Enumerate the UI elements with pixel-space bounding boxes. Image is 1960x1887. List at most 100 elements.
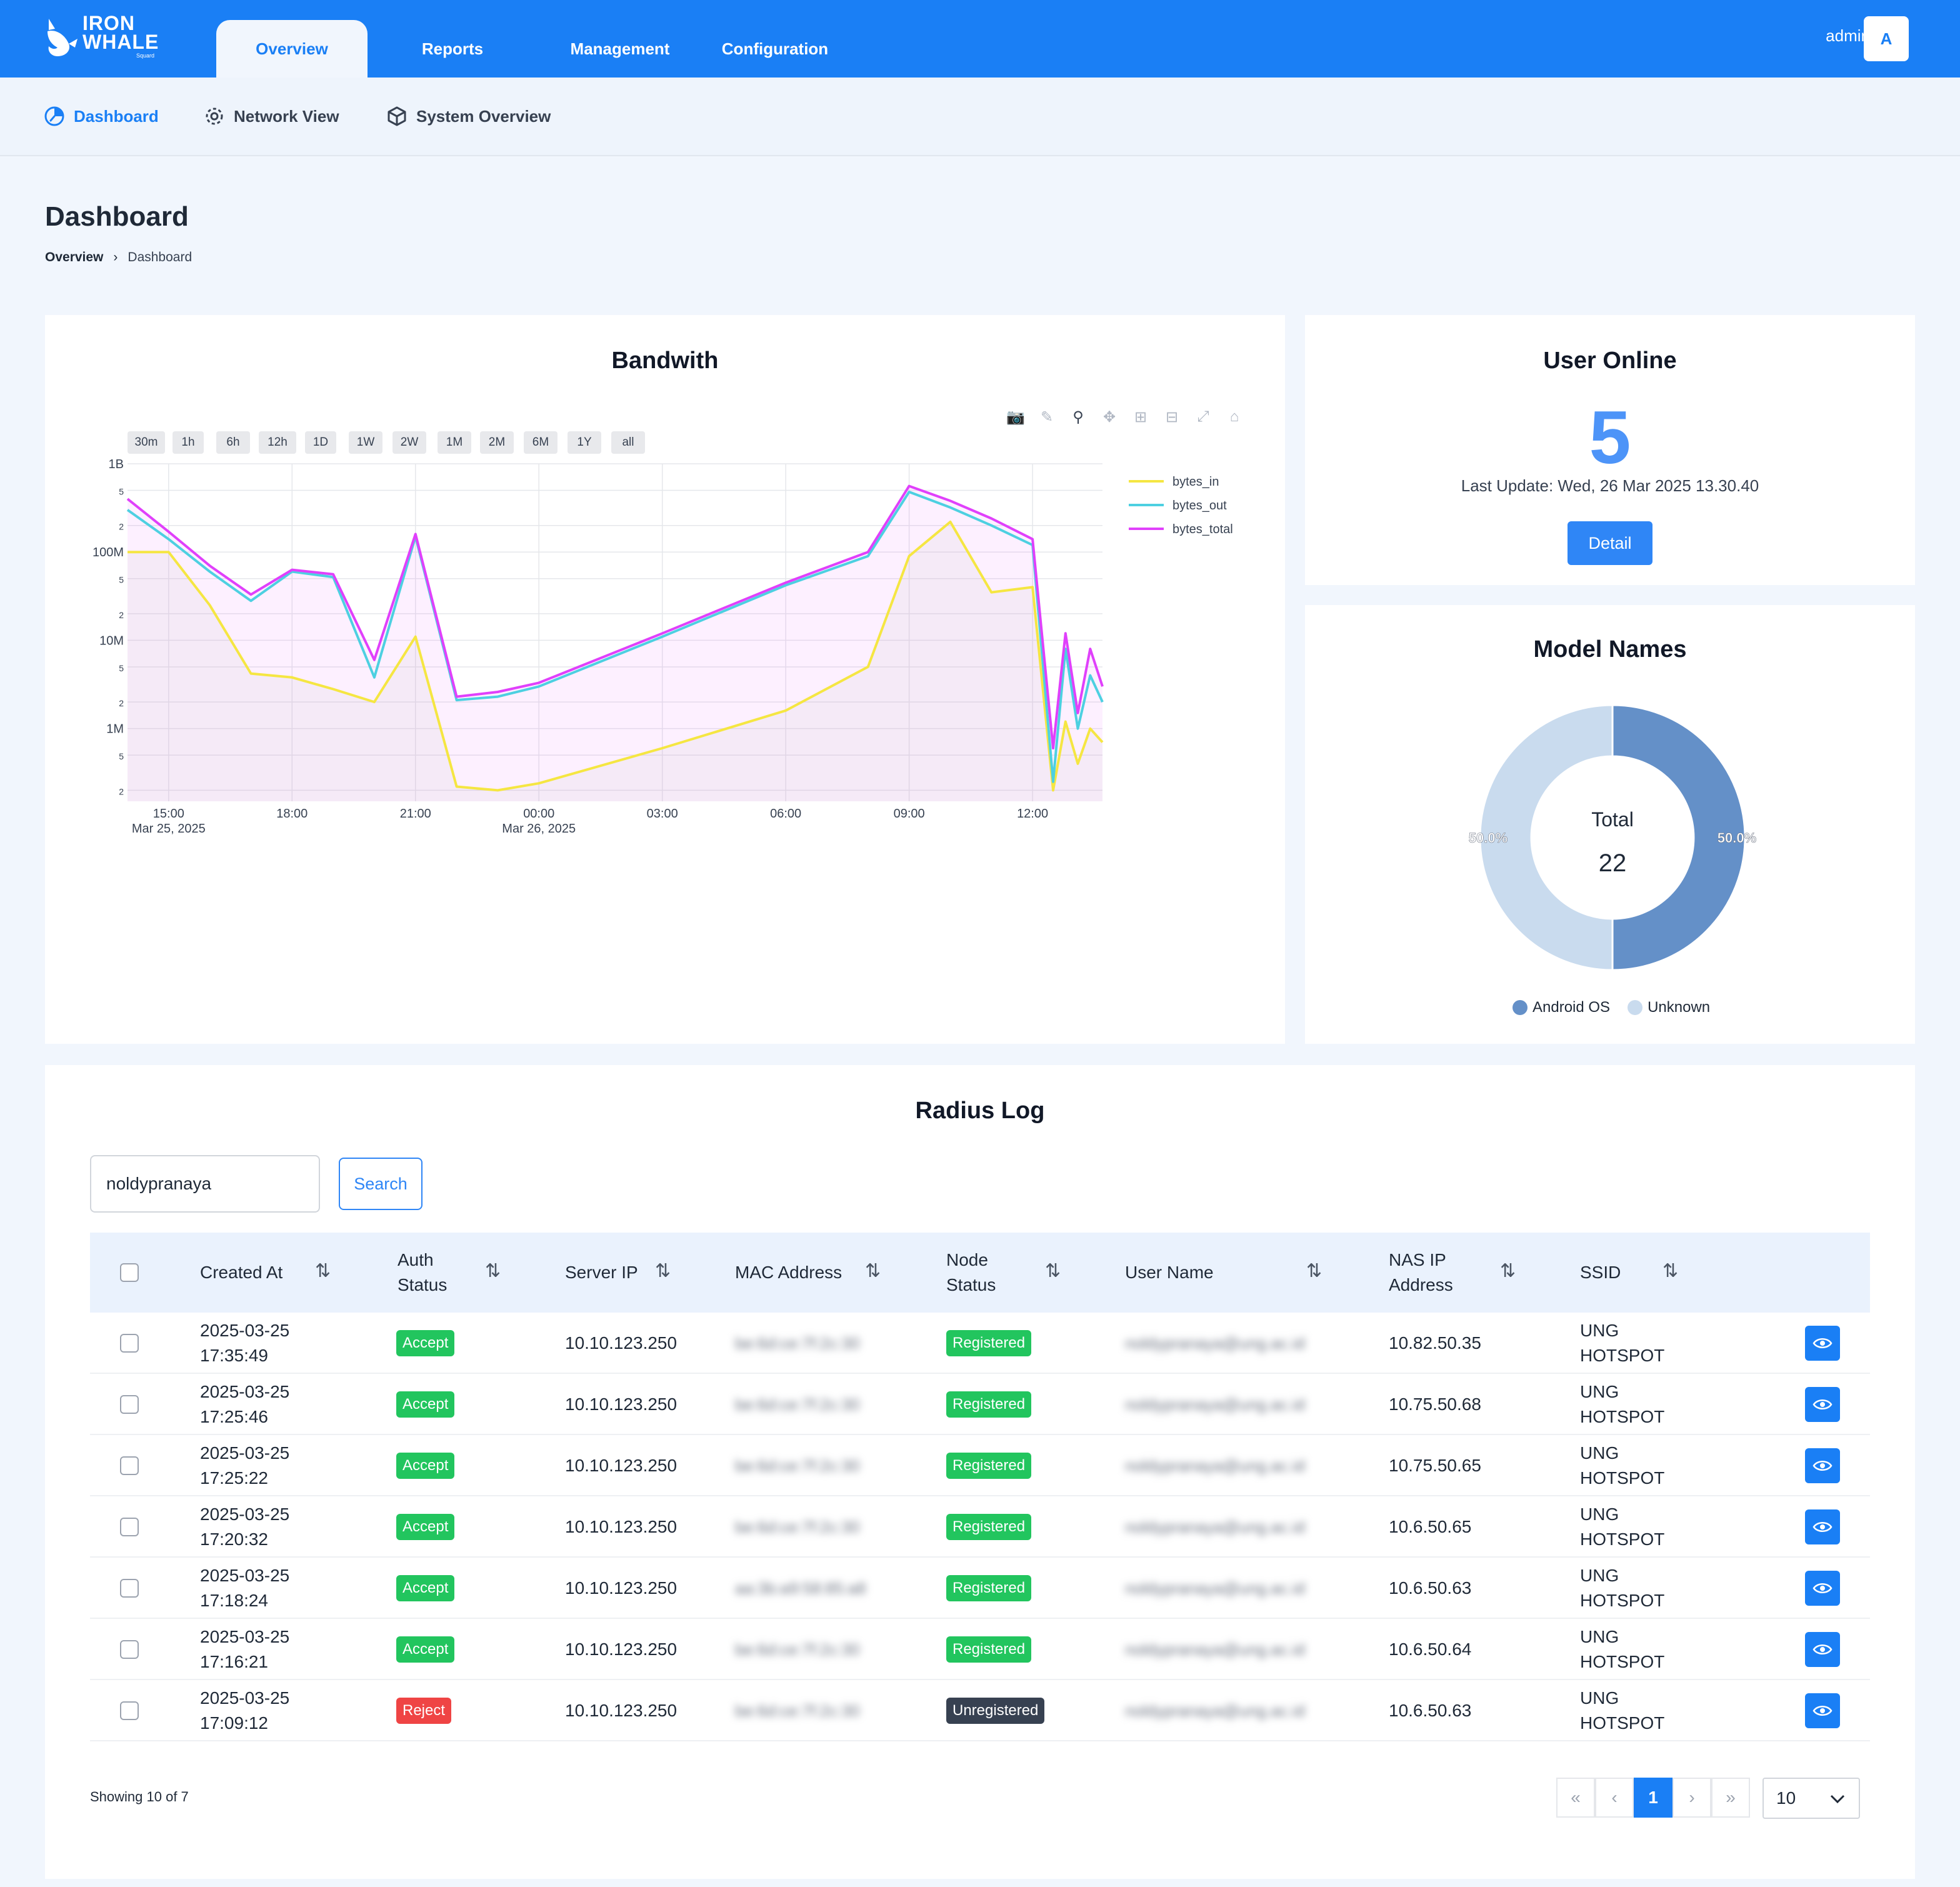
range-button[interactable]: 12h bbox=[259, 431, 296, 454]
col-created-at[interactable]: Created At bbox=[200, 1263, 283, 1282]
legend-label[interactable]: bytes_in bbox=[1172, 475, 1219, 489]
pencil-icon[interactable]: ✎ bbox=[1040, 408, 1054, 426]
sort-icon[interactable]: ⇅ bbox=[1045, 1261, 1061, 1281]
legend-label[interactable]: bytes_total bbox=[1172, 523, 1233, 536]
legend-label[interactable]: bytes_out bbox=[1172, 499, 1227, 513]
range-button[interactable]: 1M bbox=[438, 431, 471, 454]
sort-icon[interactable]: ⇅ bbox=[1306, 1261, 1322, 1281]
user-name[interactable]: admin bbox=[1826, 26, 1870, 45]
ssid-cell: UNG HOTSPOT bbox=[1580, 1558, 1664, 1619]
table-row[interactable]: 2025-03-25 17:16:21 Accept 10.10.123.250 be:… bbox=[90, 1619, 1870, 1680]
row-checkbox[interactable] bbox=[120, 1518, 139, 1536]
row-checkbox[interactable] bbox=[120, 1579, 139, 1598]
prev-page-button[interactable]: ‹ bbox=[1595, 1778, 1634, 1818]
series-line-bytes_total[interactable] bbox=[126, 484, 1104, 749]
row-checkbox[interactable] bbox=[120, 1395, 139, 1414]
x-tick-label: 12:00 bbox=[1017, 807, 1048, 821]
table-row[interactable]: 2025-03-25 17:18:24 Accept 10.10.123.250 aa:… bbox=[90, 1558, 1870, 1619]
next-page-button[interactable]: › bbox=[1672, 1778, 1711, 1818]
table-row[interactable]: 2025-03-25 17:20:32 Accept 10.10.123.250 be:… bbox=[90, 1496, 1870, 1558]
range-button[interactable]: 2W bbox=[392, 431, 426, 454]
range-button[interactable]: 30m bbox=[128, 431, 165, 454]
search-button[interactable]: Search bbox=[339, 1158, 422, 1210]
table-row[interactable]: 2025-03-25 17:25:22 Accept 10.10.123.250 be:… bbox=[90, 1435, 1870, 1496]
tab-configuration[interactable]: Configuration bbox=[721, 39, 829, 58]
table-row[interactable]: 2025-03-25 17:35:49 Accept 10.10.123.250 be:… bbox=[90, 1313, 1870, 1374]
series-line-bytes_in[interactable] bbox=[128, 520, 1104, 792]
breadcrumb-overview[interactable]: Overview bbox=[45, 250, 104, 264]
select-all-checkbox-cell[interactable] bbox=[120, 1233, 139, 1313]
sort-icon[interactable]: ⇅ bbox=[1500, 1261, 1516, 1281]
row-checkbox-cell[interactable] bbox=[120, 1496, 139, 1558]
range-button[interactable]: all bbox=[611, 431, 645, 454]
row-checkbox-cell[interactable] bbox=[120, 1558, 139, 1619]
series-line-bytes_out[interactable] bbox=[126, 491, 1104, 783]
tab-overview[interactable]: Overview bbox=[216, 20, 368, 78]
view-button[interactable] bbox=[1805, 1693, 1840, 1728]
search-input[interactable] bbox=[90, 1155, 320, 1213]
col-auth-status[interactable]: Auth Status bbox=[398, 1250, 448, 1294]
col-ssid[interactable]: SSID bbox=[1580, 1263, 1621, 1282]
avatar[interactable]: A bbox=[1864, 16, 1909, 61]
range-button[interactable]: 1Y bbox=[568, 431, 601, 454]
col-server-ip[interactable]: Server IP bbox=[565, 1263, 638, 1282]
row-checkbox[interactable] bbox=[120, 1640, 139, 1659]
view-button[interactable] bbox=[1805, 1571, 1840, 1606]
range-button[interactable]: 2M bbox=[480, 431, 514, 454]
col-nas-ip[interactable]: NAS IP Address bbox=[1389, 1250, 1453, 1294]
autoscale-icon[interactable]: ⤢ bbox=[1197, 408, 1209, 425]
view-button[interactable] bbox=[1805, 1509, 1840, 1544]
table-row[interactable]: 2025-03-25 17:09:12 Reject 10.10.123.250 be:… bbox=[90, 1680, 1870, 1741]
iron-whale-logo[interactable]: IRON WHALE Squard bbox=[44, 13, 169, 65]
range-button[interactable]: 1D bbox=[305, 431, 336, 454]
range-button[interactable]: 1W bbox=[349, 431, 382, 454]
view-button[interactable] bbox=[1805, 1326, 1840, 1361]
detail-button[interactable]: Detail bbox=[1568, 521, 1652, 565]
subnav-dashboard[interactable]: Dashboard bbox=[44, 103, 159, 130]
donut-slice[interactable] bbox=[1611, 704, 1746, 971]
col-mac-address[interactable]: MAC Address bbox=[735, 1263, 842, 1282]
donut-slice[interactable] bbox=[1479, 704, 1614, 971]
subnav-network-view[interactable]: Network View bbox=[204, 103, 339, 130]
per-page-select[interactable]: 10 bbox=[1762, 1778, 1860, 1819]
row-checkbox[interactable] bbox=[120, 1456, 139, 1475]
range-button[interactable]: 6M bbox=[524, 431, 558, 454]
tab-management[interactable]: Management bbox=[570, 39, 670, 58]
home-icon[interactable]: ⌂ bbox=[1229, 408, 1239, 425]
subnav-system-overview[interactable]: System Overview bbox=[386, 103, 551, 130]
zoom-in-icon[interactable]: ⊞ bbox=[1134, 408, 1148, 426]
row-checkbox-cell[interactable] bbox=[120, 1435, 139, 1496]
table-row[interactable]: 2025-03-25 17:25:46 Accept 10.10.123.250 be:… bbox=[90, 1374, 1870, 1435]
range-button[interactable]: 1h bbox=[172, 431, 204, 454]
col-user-name[interactable]: User Name bbox=[1125, 1263, 1214, 1282]
select-all-checkbox[interactable] bbox=[120, 1263, 139, 1282]
camera-icon[interactable]: 📷 bbox=[1006, 408, 1025, 426]
row-checkbox-cell[interactable] bbox=[120, 1680, 139, 1741]
sort-icon[interactable]: ⇅ bbox=[485, 1261, 501, 1281]
model-names-donut-chart[interactable]: 50.0% 50.0% Total 22 bbox=[1462, 688, 1762, 988]
zoom-icon[interactable]: ⚲ bbox=[1072, 408, 1084, 426]
pan-icon[interactable]: ✥ bbox=[1102, 408, 1116, 426]
page-1-button[interactable]: 1 bbox=[1634, 1778, 1672, 1818]
sort-icon[interactable]: ⇅ bbox=[865, 1261, 881, 1281]
view-button[interactable] bbox=[1805, 1387, 1840, 1422]
range-button[interactable]: 6h bbox=[216, 431, 250, 454]
sort-icon[interactable]: ⇅ bbox=[1662, 1261, 1679, 1281]
view-button[interactable] bbox=[1805, 1448, 1840, 1483]
row-checkbox-cell[interactable] bbox=[120, 1619, 139, 1680]
zoom-out-icon[interactable]: ⊟ bbox=[1165, 408, 1179, 426]
legend-android-os[interactable]: Android OS bbox=[1512, 999, 1610, 1016]
first-page-button[interactable]: « bbox=[1556, 1778, 1595, 1818]
row-checkbox-cell[interactable] bbox=[120, 1374, 139, 1435]
row-checkbox[interactable] bbox=[120, 1334, 139, 1353]
sort-icon[interactable]: ⇅ bbox=[655, 1261, 671, 1281]
legend-unknown[interactable]: Unknown bbox=[1628, 999, 1710, 1016]
row-checkbox-cell[interactable] bbox=[120, 1313, 139, 1374]
view-button[interactable] bbox=[1805, 1632, 1840, 1667]
sort-icon[interactable]: ⇅ bbox=[315, 1261, 331, 1281]
tab-reports[interactable]: Reports bbox=[421, 39, 484, 58]
last-page-button[interactable]: » bbox=[1711, 1778, 1750, 1818]
col-node-status[interactable]: Node Status bbox=[946, 1250, 996, 1294]
row-checkbox[interactable] bbox=[120, 1701, 139, 1720]
